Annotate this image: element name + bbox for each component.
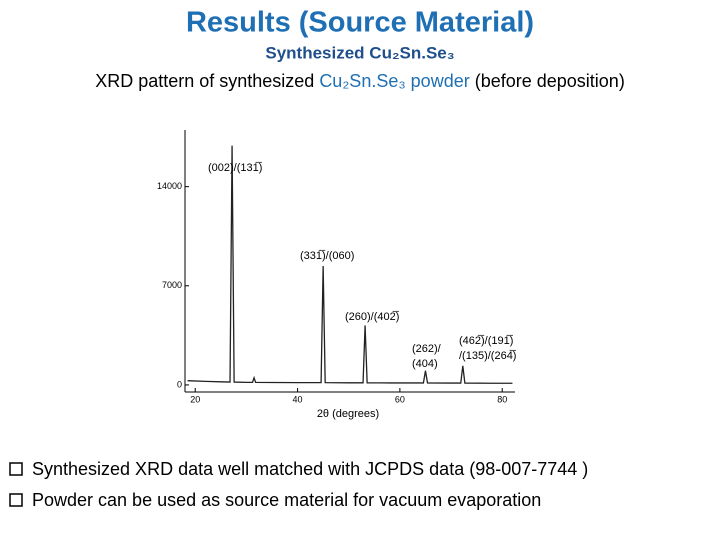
y-tick-label: 14000	[157, 181, 182, 191]
caption-text: (before deposition)	[470, 71, 625, 91]
xrd-line	[187, 145, 513, 384]
xrd-chart: 20 40 60 80 0 7000 14000 2θ (degrees) (002)/(131…	[157, 130, 517, 420]
x-tick-label: 40	[293, 394, 303, 404]
caption-material: Cu₂Sn.Se₃ powder	[319, 71, 469, 91]
peak-label: (260)/(402̅)	[345, 311, 400, 323]
bullet: Synthesized XRD data well matched with J…	[32, 459, 588, 479]
caption: XRD pattern of synthesized Cu₂Sn.Se₃ pow…	[95, 71, 625, 91]
x-tick-label: 20	[190, 394, 200, 404]
bullet-box	[9, 493, 23, 507]
title: Results (Source Material)	[186, 7, 534, 39]
y-tick-label: 0	[177, 379, 182, 389]
peak-label: (262)/	[412, 343, 442, 355]
x-axis-label: 2θ (degrees)	[317, 408, 379, 420]
peak-label: (331̅)/(060)	[300, 250, 354, 262]
x-tick-label: 60	[395, 394, 405, 404]
x-tick-label: 80	[497, 394, 507, 404]
peak-label: (404)	[412, 358, 438, 370]
peak-label: (002)/(131̅)	[208, 162, 263, 174]
caption-text: XRD pattern of synthesized	[95, 71, 319, 91]
peak-label: (462̅)/(191̅)	[459, 335, 514, 347]
peak-label: /(135)/(264̅)	[459, 350, 517, 362]
y-tick-label: 7000	[162, 280, 182, 290]
bullet: Powder can be used as source material fo…	[32, 490, 541, 510]
subtitle: Synthesized Cu₂Sn.Se₃	[265, 43, 454, 62]
bullet-box	[9, 462, 23, 476]
